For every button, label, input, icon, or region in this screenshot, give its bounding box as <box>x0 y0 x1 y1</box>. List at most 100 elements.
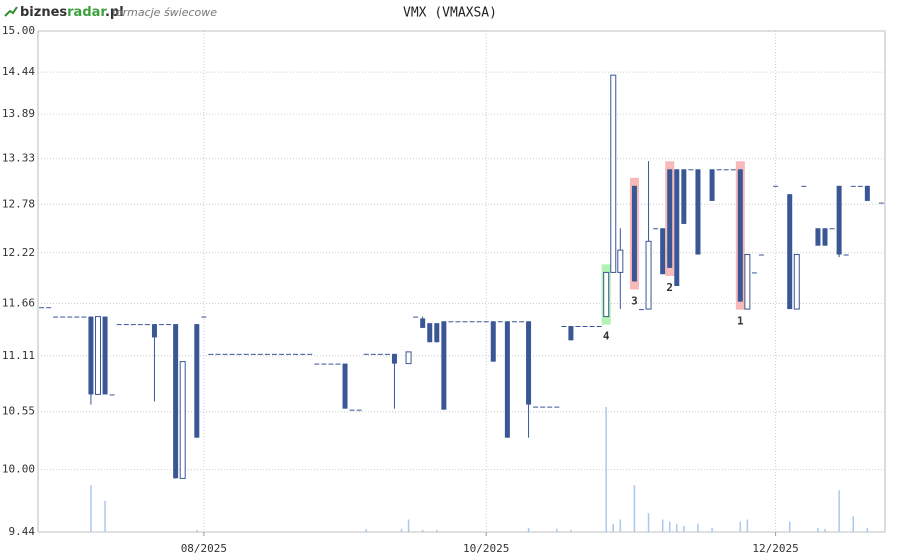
candle-body-up <box>603 271 610 318</box>
candle-body-down <box>554 406 560 408</box>
volume-bar <box>556 528 558 532</box>
candle-body-down <box>533 406 539 408</box>
y-tick-label: 12.22 <box>2 246 35 259</box>
candle-body-up <box>744 254 751 310</box>
candle-body-down <box>575 326 581 328</box>
candle-body-down <box>420 318 426 328</box>
volume-bar <box>866 527 869 532</box>
volume-bar <box>570 529 572 532</box>
candle-body-down <box>801 185 807 187</box>
candle-body-down <box>462 321 468 323</box>
candle-body-down <box>67 316 73 318</box>
candle-body-up <box>610 74 617 273</box>
candle-body-down <box>723 169 729 171</box>
candle-body-down <box>102 316 108 395</box>
candle-body-down <box>271 353 277 355</box>
candle-body-down <box>144 324 150 326</box>
candle-body-down <box>370 353 376 355</box>
volume-bar <box>838 490 840 532</box>
candle-body-down <box>81 316 87 318</box>
candle-body-down <box>208 353 214 355</box>
candle-body-down <box>286 353 292 355</box>
candle-body-down <box>88 316 94 395</box>
candle-body-down <box>631 185 637 282</box>
volume-bar <box>647 513 650 532</box>
volume-bar <box>196 529 198 532</box>
candle-body-down <box>279 353 285 355</box>
candle-body-down <box>434 323 440 343</box>
volume-bar <box>436 529 438 532</box>
candle-body-down <box>151 324 157 338</box>
candle-body-down <box>455 321 461 323</box>
candle-body-down <box>222 353 228 355</box>
candle-body-down <box>638 309 644 311</box>
candle-body-down <box>850 185 856 187</box>
plot-area <box>37 30 886 533</box>
candle-body-down <box>448 321 454 323</box>
candle-body-up <box>645 240 652 310</box>
candle-body-down <box>39 307 45 309</box>
candle-body-down <box>173 324 179 479</box>
candle-body-down <box>857 185 863 187</box>
volume-bar <box>633 485 636 532</box>
volume-bar <box>90 485 92 532</box>
candle-body-down <box>349 409 355 411</box>
candle-body-down <box>843 254 849 256</box>
candle-body-down <box>321 363 327 365</box>
pattern-label: 1 <box>737 315 744 328</box>
candle-body-down <box>384 353 390 355</box>
pattern-label: 2 <box>666 281 673 294</box>
candle-body-down <box>74 316 80 318</box>
candle-body-down <box>159 324 165 326</box>
candle-body-down <box>695 169 701 255</box>
candle-body-down <box>787 194 793 310</box>
candle-body-down <box>441 321 447 410</box>
volume-bar <box>612 523 615 532</box>
pattern-label: 3 <box>631 294 638 307</box>
candle-body-down <box>582 326 588 328</box>
logo-part: biznes <box>20 5 67 20</box>
candle-body-down <box>356 409 362 411</box>
volume-bar <box>676 523 678 532</box>
candle-body-down <box>194 324 200 438</box>
candle-body-down <box>413 316 419 318</box>
volume-bar <box>824 528 826 532</box>
candle-body-up <box>94 316 101 395</box>
candle-body-down <box>815 228 821 246</box>
volume-bar <box>852 516 854 532</box>
volume-bar <box>365 528 367 532</box>
candle-body-down <box>137 324 143 326</box>
y-tick-label: 10.55 <box>2 405 35 418</box>
candle-body-up <box>179 361 186 479</box>
candle-body-down <box>130 324 136 326</box>
candle-body-down <box>116 324 122 326</box>
candle-body-down <box>709 169 715 201</box>
candle-body-down <box>561 326 567 328</box>
candle-body-down <box>236 353 242 355</box>
x-tick-label: 12/2025 <box>752 542 798 555</box>
candle-body-down <box>504 321 510 438</box>
y-tick-label: 11.11 <box>2 349 35 362</box>
candle-body-down <box>264 353 270 355</box>
logo-icon <box>4 6 18 17</box>
candle-body-down <box>589 326 595 328</box>
candle-body-down <box>773 185 779 187</box>
candle-body-down <box>201 316 207 318</box>
volume-bar <box>104 500 106 532</box>
volume-bar <box>817 527 819 532</box>
candle-body-down <box>391 353 397 364</box>
candle-body-down <box>568 326 574 341</box>
candle-body-down <box>829 228 835 230</box>
candle-body-down <box>427 323 433 343</box>
volume-bar <box>400 528 403 532</box>
candle-body-down <box>328 363 334 365</box>
candle-body-down <box>314 363 320 365</box>
candle-body-down <box>822 228 828 246</box>
volume-bar <box>421 529 424 532</box>
subtitle: formacje świecowe <box>112 6 217 19</box>
candle-body-down <box>497 321 503 323</box>
y-tick-label: 10.00 <box>2 463 35 476</box>
candle-body-down <box>335 363 341 365</box>
y-tick-label: 12.78 <box>2 197 35 210</box>
candle-body-up <box>793 254 800 310</box>
